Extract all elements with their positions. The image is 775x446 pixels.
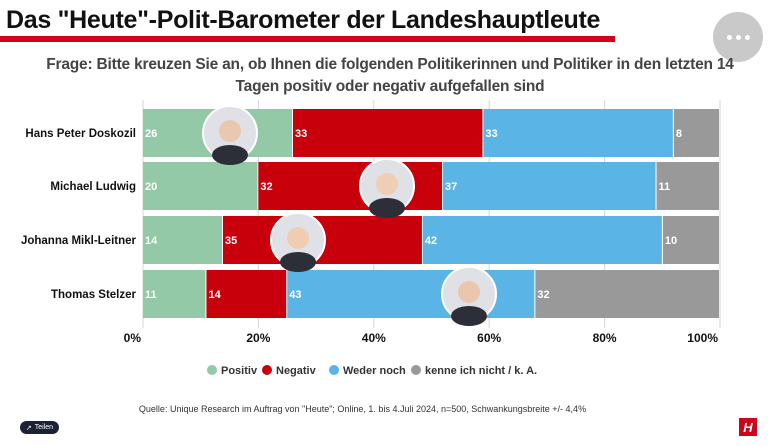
x-tick-label: 100% <box>687 331 718 345</box>
bar-segment <box>143 162 258 210</box>
category-label: Michael Ludwig <box>50 181 136 193</box>
legend-label: Positiv <box>221 365 258 377</box>
data-label: 35 <box>225 235 237 247</box>
legend-swatch <box>207 365 217 375</box>
bar-segment <box>422 216 662 264</box>
data-label: 33 <box>295 128 307 140</box>
portrait-shoulders <box>369 198 405 218</box>
bar-segment <box>535 270 719 318</box>
share-label: Teilen <box>34 424 54 431</box>
portrait-face <box>376 173 398 195</box>
data-label: 14 <box>208 289 221 301</box>
legend-swatch <box>329 365 339 375</box>
data-label: 11 <box>145 289 157 301</box>
portrait-shoulders <box>280 252 316 272</box>
legend-label: Weder noch <box>343 365 406 377</box>
bar-segment <box>673 109 719 157</box>
legend-swatch <box>411 365 421 375</box>
portrait-shoulders <box>451 306 487 326</box>
data-label: 20 <box>145 181 157 193</box>
data-label: 33 <box>485 128 497 140</box>
legend-swatch <box>262 365 272 375</box>
share-button[interactable]: ↗ Teilen <box>20 421 59 434</box>
data-label: 10 <box>665 235 677 247</box>
category-label: Hans Peter Doskozil <box>25 128 136 140</box>
data-label: 14 <box>145 235 158 247</box>
data-label: 11 <box>659 181 671 193</box>
x-tick-label: 40% <box>362 331 386 345</box>
bar-segment <box>143 270 206 318</box>
more-options-button[interactable] <box>713 12 763 62</box>
bar-segment <box>483 109 673 157</box>
portrait-face <box>287 227 309 249</box>
data-label: 37 <box>445 181 457 193</box>
bar-segment <box>656 162 719 210</box>
page-title: Das "Heute"-Polit-Barometer der Landesha… <box>6 6 601 34</box>
title-underline <box>0 36 615 42</box>
data-label: 42 <box>425 235 437 247</box>
portrait-face <box>219 120 241 142</box>
data-label: 26 <box>145 128 157 140</box>
data-label: 32 <box>260 181 272 193</box>
bar-segment <box>206 270 287 318</box>
brand-logo: H <box>739 418 757 436</box>
x-tick-label: 60% <box>477 331 501 345</box>
data-label: 32 <box>537 289 549 301</box>
legend-label: kenne ich nicht / k. A. <box>425 365 537 377</box>
portrait-shoulders <box>212 145 248 165</box>
x-tick-label: 0% <box>124 331 142 345</box>
category-label: Johanna Mikl-Leitner <box>21 235 137 247</box>
category-label: Thomas Stelzer <box>51 289 137 301</box>
portrait-face <box>458 281 480 303</box>
bar-segment <box>443 162 656 210</box>
bar-segment <box>287 270 535 318</box>
legend-label: Negativ <box>276 365 317 377</box>
x-tick-label: 20% <box>246 331 270 345</box>
bar-segment <box>143 216 222 264</box>
bar-segment <box>293 109 483 157</box>
data-label: 8 <box>676 128 682 140</box>
chart-question: Frage: Bitte kreuzen Sie an, ob Ihnen di… <box>46 56 734 95</box>
bar-segment <box>662 216 719 264</box>
ellipsis-icon <box>726 34 750 40</box>
data-label: 43 <box>289 289 301 301</box>
x-tick-label: 80% <box>593 331 617 345</box>
source-note: Quelle: Unique Research im Auftrag von "… <box>138 404 587 414</box>
share-icon: ↗ <box>25 424 32 432</box>
